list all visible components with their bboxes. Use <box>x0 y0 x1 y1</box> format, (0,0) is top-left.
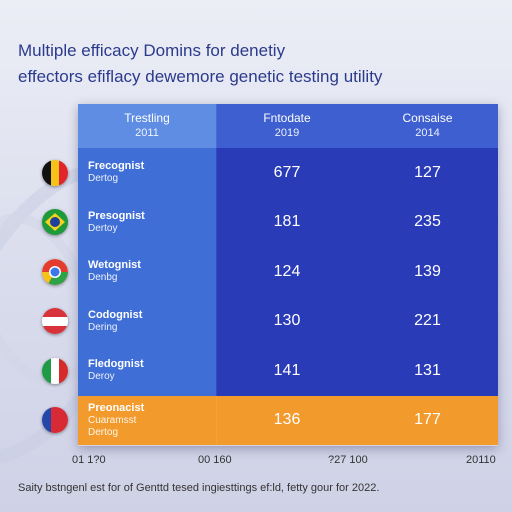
row-value-2: 235 <box>357 197 498 247</box>
value-text-2: 127 <box>414 163 441 181</box>
value-text-2: 221 <box>414 312 441 330</box>
row-label-cell: Codognist Dering <box>78 296 216 346</box>
header-year-3: 2014 <box>415 127 440 139</box>
header-label-1: Trestling <box>124 111 170 125</box>
table-row: Fledognist Deroy 141 131 <box>78 346 498 396</box>
row-value-1: 141 <box>216 346 357 396</box>
country-flag-icon <box>42 159 68 186</box>
country-flag-icon <box>42 258 68 285</box>
row-value-2: 139 <box>357 247 498 297</box>
row-value-1: 181 <box>216 197 357 247</box>
axis-label-3: ?27 100 <box>328 454 368 466</box>
row-value-2: 221 <box>357 296 498 346</box>
title-line-2: effectors efiflacy dewemore genetic test… <box>18 67 383 86</box>
row-subtitle: Dering <box>88 321 118 333</box>
header-year-2: 2019 <box>274 127 300 139</box>
row-label-cell: Presognist Dertoy <box>78 197 216 247</box>
row-subtitle: Deroy <box>88 371 115 383</box>
row-name: Wetognist <box>88 259 141 272</box>
row-subtitle: Dertog <box>88 173 119 185</box>
row-subtitle-2: Dertog <box>88 426 119 438</box>
value-text-1: 677 <box>273 163 301 181</box>
row-value-2: 127 <box>357 148 498 198</box>
row-value-2: 131 <box>357 346 498 396</box>
table-row: Codognist Dering 130 221 <box>78 296 498 346</box>
table-row: Frecognist Dertog 677 127 <box>78 148 498 198</box>
row-label-cell: Frecognist Dertog <box>78 148 216 198</box>
row-subtitle: Cuaramsst <box>88 414 137 426</box>
value-text-2: 177 <box>414 411 441 429</box>
table-row: Preonacist Cuaramsst Dertog 136 177 <box>78 395 498 445</box>
row-name: Fledognist <box>88 358 144 371</box>
chart-title: Multiple efficacy Domins for denetiy eff… <box>18 38 498 90</box>
row-name: Frecognist <box>88 160 145 173</box>
header-cell-3: Consaise 2014 <box>357 104 498 148</box>
row-value-1: 124 <box>216 247 357 297</box>
row-label-cell: Preonacist Cuaramsst Dertog <box>78 395 216 445</box>
country-flag-icon <box>42 407 68 434</box>
row-value-2: 177 <box>357 395 498 445</box>
table-row: Wetognist Denbg 124 139 <box>78 247 498 297</box>
data-table: Trestling 2011 Fntodate 2019 Consaise 20… <box>78 104 498 446</box>
header-label-3: Consaise <box>402 111 453 125</box>
row-name: Preonacist <box>88 401 145 414</box>
table-header-row: Trestling 2011 Fntodate 2019 Consaise 20… <box>78 104 498 148</box>
row-name: Codognist <box>88 308 143 321</box>
value-text-1: 141 <box>273 361 301 379</box>
value-text-1: 181 <box>273 213 301 231</box>
country-flag-icon <box>42 357 68 384</box>
axis-label-1: 01 1?0 <box>72 454 106 466</box>
country-flag-icon <box>42 308 68 335</box>
table-row: Presognist Dertoy 181 235 <box>78 197 498 247</box>
row-value-1: 677 <box>216 148 357 198</box>
value-text-2: 139 <box>414 262 441 280</box>
row-label-cell: Fledognist Deroy <box>78 346 216 396</box>
header-cell-2: Fntodate 2019 <box>216 104 357 148</box>
row-subtitle: Dertoy <box>88 222 118 234</box>
row-value-1: 130 <box>216 296 357 346</box>
title-line-1: Multiple efficacy Domins for denetiy <box>18 41 286 60</box>
axis-label-4: 20110 <box>466 454 496 466</box>
header-label-2: Fntodate <box>263 111 311 125</box>
value-text-2: 131 <box>414 361 441 379</box>
value-text-1: 130 <box>273 312 301 330</box>
axis-label-2: 00 160 <box>198 454 232 466</box>
header-year-1: 2011 <box>135 127 159 139</box>
value-text-1: 124 <box>273 262 301 280</box>
header-cell-1: Trestling 2011 <box>78 104 216 148</box>
footnote: Saity bstngenl est for of Genttd tesed i… <box>18 482 380 494</box>
row-label-cell: Wetognist Denbg <box>78 247 216 297</box>
value-text-2: 235 <box>414 213 441 231</box>
row-name: Presognist <box>88 209 145 222</box>
value-text-1: 136 <box>273 411 301 429</box>
row-subtitle: Denbg <box>88 272 118 284</box>
country-flag-icon <box>42 209 68 236</box>
row-value-1: 136 <box>216 395 357 445</box>
